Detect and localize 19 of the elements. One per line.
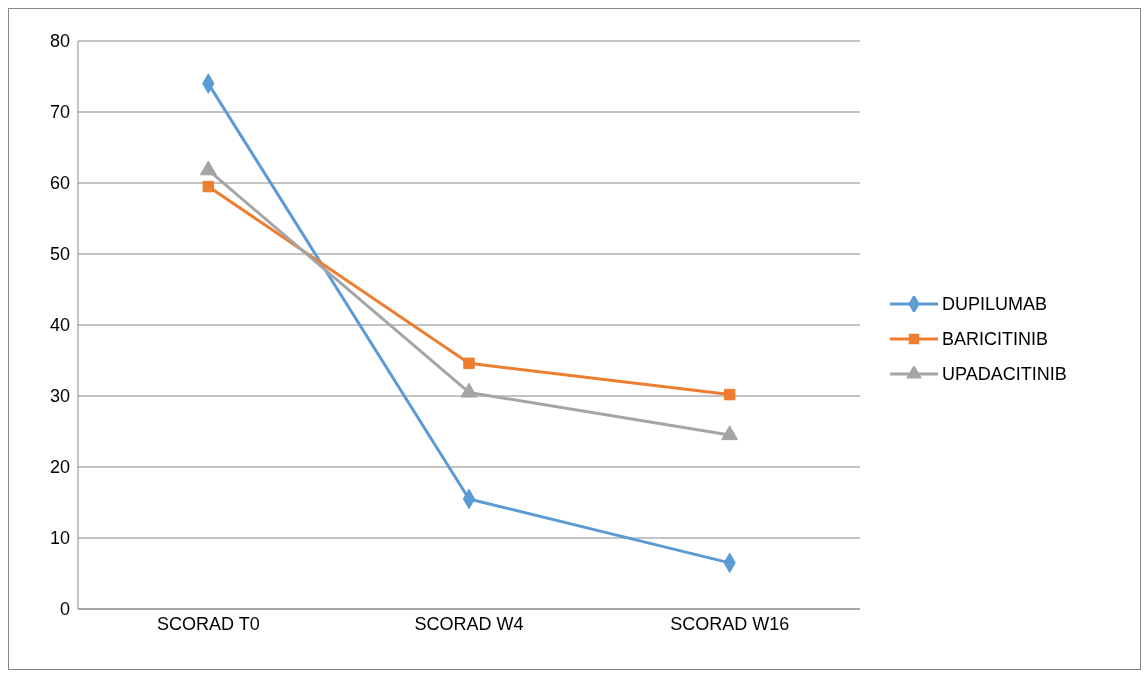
- point: [202, 180, 215, 193]
- y-tick-label: 40: [49, 315, 70, 336]
- legend-label: BARICITINIB: [942, 328, 1049, 350]
- y-tick-label: 80: [49, 31, 70, 52]
- legend-label: UPADACITINIB: [942, 363, 1067, 385]
- point: [723, 388, 736, 401]
- y-tick-label: 50: [49, 244, 70, 265]
- x-tick-label: SCORAD W16: [670, 613, 790, 634]
- y-tick-label: 20: [49, 457, 70, 478]
- y-tick-label: 60: [49, 173, 70, 194]
- y-tick-label: 10: [49, 528, 70, 549]
- point: [721, 425, 739, 441]
- y-tick-label: 30: [49, 386, 70, 407]
- point: [463, 357, 475, 370]
- x-tick-label: SCORAD T0: [156, 613, 260, 634]
- x-tick-label: SCORAD W4: [414, 613, 524, 634]
- legend-label: DUPILUMAB: [942, 293, 1048, 315]
- y-tick-label: 70: [49, 102, 70, 123]
- y-tick-label: 0: [59, 599, 70, 620]
